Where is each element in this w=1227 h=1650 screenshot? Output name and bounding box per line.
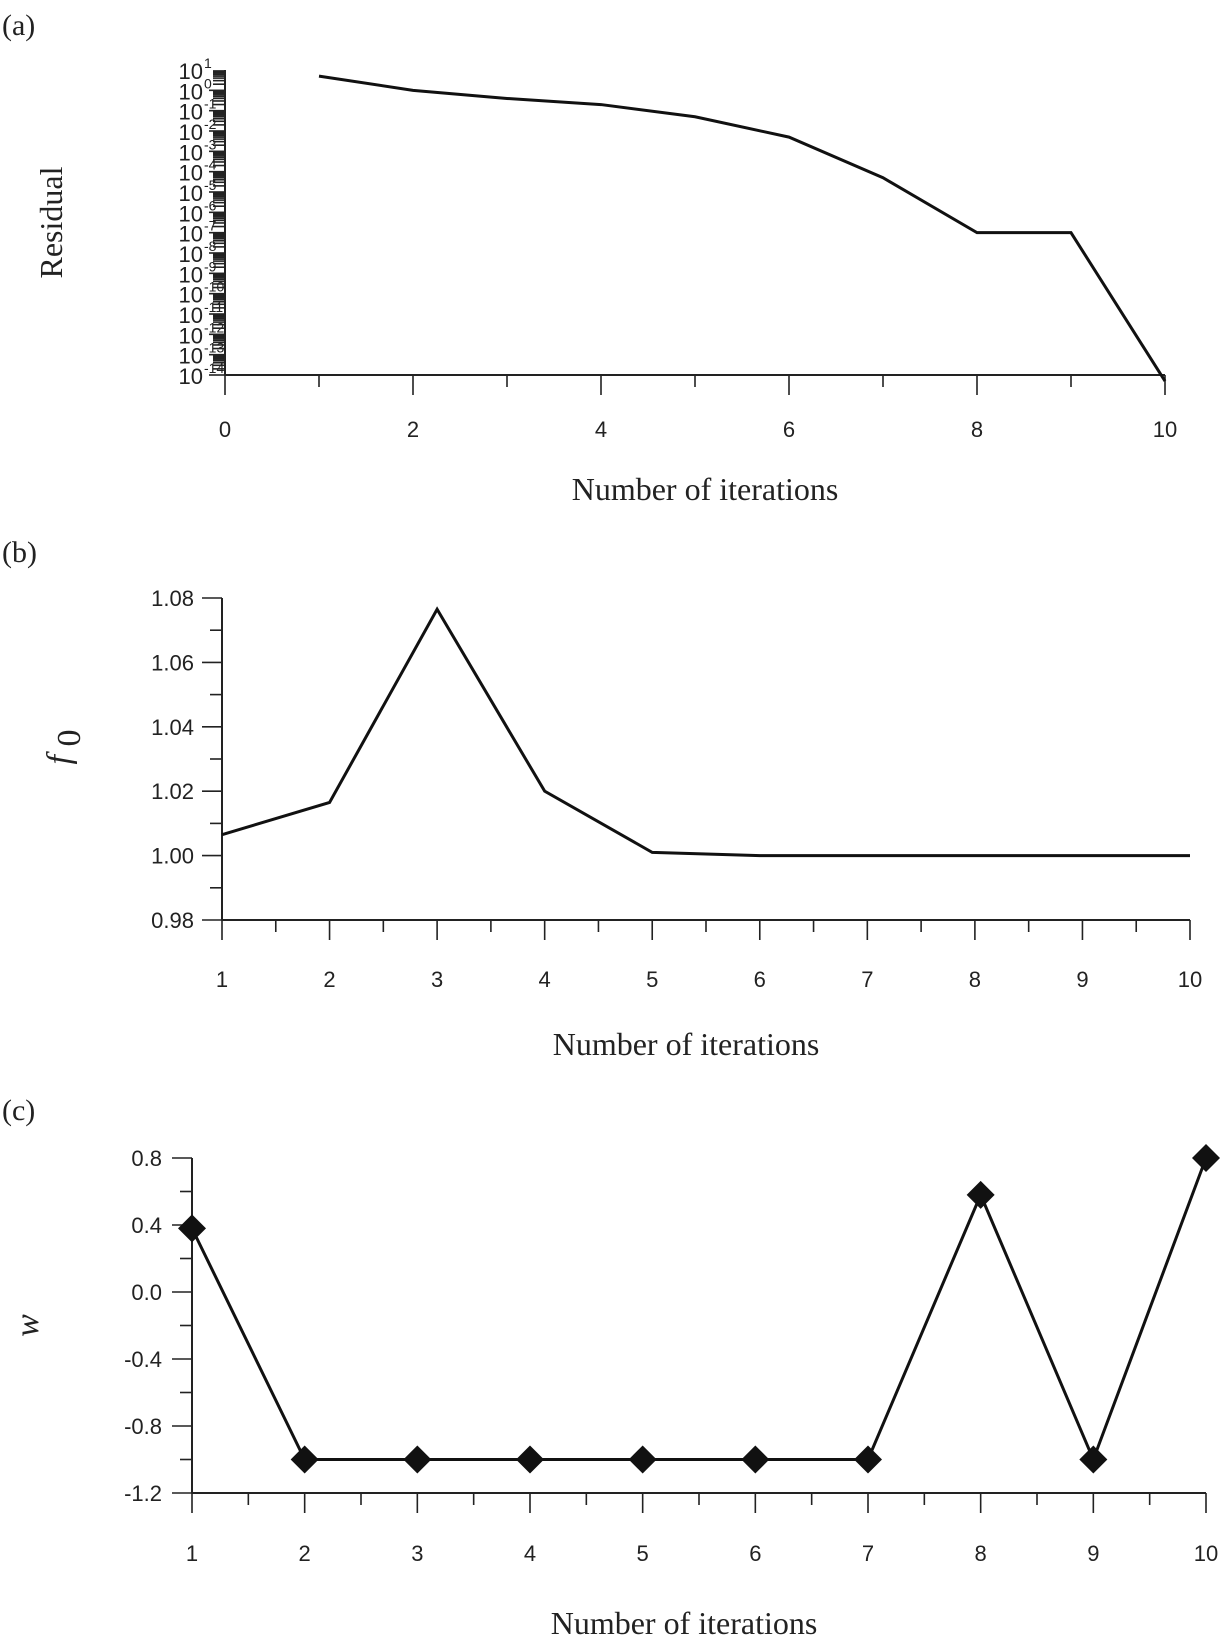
- x-tick-label: 2: [323, 967, 335, 992]
- y-tick-label: 1.00: [151, 844, 194, 869]
- y-tick-label-base: 10: [179, 100, 203, 125]
- x-tick-label: 7: [861, 967, 873, 992]
- y-tick-label: 1.06: [151, 650, 194, 675]
- panel-b-f0-chart: (b) 0.98 1.00 1.02 1.04 1.06 1.08 1 2 3 4 5 6 7 8 9 10 Nu…: [2, 536, 1202, 1062]
- panel-label: (c): [2, 1094, 35, 1127]
- w-data-point-diamond: [741, 1445, 770, 1474]
- x-tick-label: 10: [1153, 417, 1177, 442]
- w-data-point-diamond: [290, 1445, 319, 1474]
- y-tick-label-base: 10: [179, 222, 203, 247]
- x-tick-label: 4: [524, 1541, 536, 1566]
- y-tick-label-exponent: -8: [204, 238, 217, 254]
- y-tick-label: 1.08: [151, 586, 194, 611]
- y-tick-label: 0.4: [131, 1213, 162, 1238]
- y-tick-label-exponent: -13: [204, 340, 224, 356]
- x-tick-label: 3: [431, 967, 443, 992]
- x-tick-label: 8: [975, 1541, 987, 1566]
- panel-label: (b): [2, 536, 37, 569]
- panel-label: (a): [2, 9, 35, 42]
- y-tick-label-base: 10: [179, 242, 203, 267]
- x-tick-label: 9: [1076, 967, 1088, 992]
- y-tick-label-base: 10: [179, 120, 203, 145]
- y-tick-label: 1.02: [151, 779, 194, 804]
- y-tick-label: 0.0: [131, 1280, 162, 1305]
- y-tick-label-exponent: -10: [204, 279, 224, 295]
- w-data-point-diamond: [966, 1180, 995, 1209]
- y-tick-label-base: 10: [179, 161, 203, 186]
- x-axis-title: Number of iterations: [551, 1605, 818, 1641]
- y-tick-label-base: 10: [179, 59, 203, 84]
- x-tick-label: 6: [749, 1541, 761, 1566]
- y-tick-label-exponent: -11: [204, 299, 223, 315]
- x-tick-label: 3: [411, 1541, 423, 1566]
- w-data-point-diamond: [403, 1445, 432, 1474]
- y-tick-label-base: 10: [179, 303, 203, 328]
- y-axis-title: f 0: [41, 730, 88, 765]
- x-tick-label: 10: [1178, 967, 1202, 992]
- y-tick-label-exponent: -7: [204, 218, 217, 234]
- y-tick-label: -0.8: [124, 1414, 162, 1439]
- x-tick-label: 0: [219, 417, 231, 442]
- x-tick-label: 8: [971, 417, 983, 442]
- x-tick-label: 9: [1087, 1541, 1099, 1566]
- w-data-point-diamond: [1192, 1144, 1220, 1172]
- w-data-point-diamond: [516, 1445, 544, 1474]
- x-tick-label: 4: [539, 967, 551, 992]
- y-tick-label-base: 10: [179, 344, 203, 369]
- w-data-point-diamond: [1079, 1445, 1108, 1474]
- y-axis-title: w: [9, 1314, 46, 1337]
- y-tick-label-base: 10: [179, 140, 203, 165]
- y-tick-label-exponent: -3: [204, 136, 217, 152]
- x-tick-label: 2: [407, 417, 419, 442]
- y-tick-label-base: 10: [179, 79, 203, 104]
- y-tick-label-exponent: -12: [204, 319, 224, 335]
- x-tick-label: 5: [637, 1541, 649, 1566]
- y-tick-label-base: 10: [179, 181, 203, 206]
- x-tick-label: 4: [595, 417, 607, 442]
- y-tick-label-exponent: 1: [204, 55, 212, 71]
- y-tick-label-exponent: -9: [204, 258, 217, 274]
- x-tick-label: 6: [783, 417, 795, 442]
- y-tick-label-exponent: -14: [204, 360, 224, 376]
- y-tick-label-base: 10: [179, 262, 203, 287]
- y-tick-label-base: 10: [179, 283, 203, 308]
- y-tick-label-exponent: -6: [204, 197, 217, 213]
- x-tick-label: 6: [754, 967, 766, 992]
- y-tick-label: -0.4: [124, 1347, 162, 1372]
- y-tick-label: 0.8: [131, 1146, 162, 1171]
- y-tick-label: 0.98: [151, 908, 194, 933]
- panel-c-w-chart: (c) -1.2 -0.8 -0.4 0.0 0.4 0.8 1 2 3 4 5 6 7 8 9 10 Numbe…: [2, 1094, 1220, 1641]
- y-tick-label: -1.2: [124, 1481, 162, 1506]
- f0-series-line: [221, 606, 1190, 858]
- w-data-point-diamond: [628, 1445, 657, 1474]
- y-tick-label-exponent: -1: [204, 96, 217, 112]
- y-tick-label-exponent: -5: [204, 177, 217, 193]
- y-tick-label-base: 10: [179, 201, 203, 226]
- x-tick-label: 2: [299, 1541, 311, 1566]
- y-tick-label: 1.04: [151, 715, 194, 740]
- w-series-line: [190, 1157, 1208, 1464]
- x-tick-label: 1: [186, 1541, 198, 1566]
- x-axis-title: Number of iterations: [572, 471, 839, 507]
- y-tick-label-exponent: -4: [204, 157, 217, 173]
- residual-series-line: [318, 74, 1167, 382]
- x-tick-label: 7: [862, 1541, 874, 1566]
- y-tick-label-base: 10: [179, 323, 203, 348]
- y-tick-label-exponent: 0: [204, 75, 212, 91]
- y-tick-label-base: 10: [179, 364, 203, 389]
- w-data-point-diamond: [854, 1445, 882, 1474]
- x-axis-title: Number of iterations: [553, 1026, 820, 1062]
- x-tick-label: 10: [1194, 1541, 1218, 1566]
- x-tick-label: 5: [646, 967, 658, 992]
- y-axis-title: Residual: [33, 166, 69, 278]
- x-tick-label: 1: [216, 967, 228, 992]
- w-data-point-diamond: [178, 1214, 206, 1243]
- x-tick-label: 8: [969, 967, 981, 992]
- y-tick-label-exponent: -2: [204, 116, 217, 132]
- y-axis-title-subscript: 0: [51, 730, 88, 747]
